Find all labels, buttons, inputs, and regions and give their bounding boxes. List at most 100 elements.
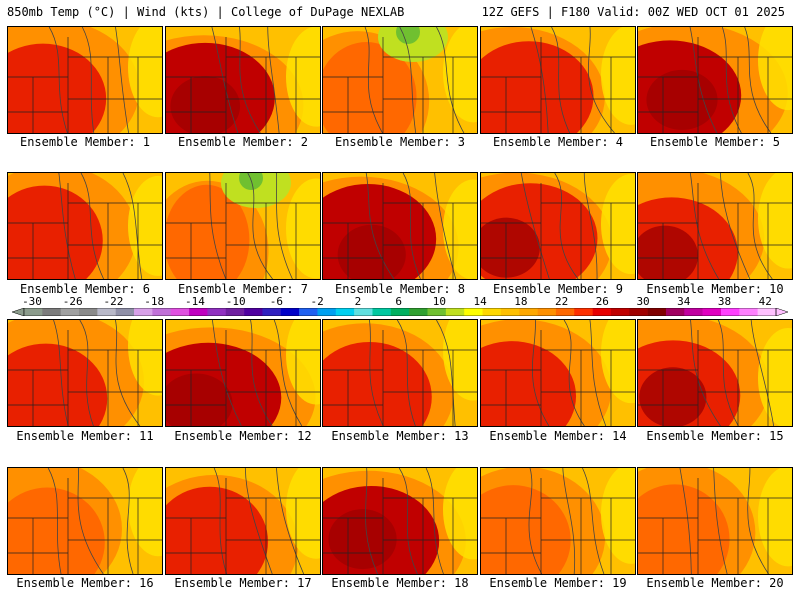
colorbar-segment — [335, 308, 355, 316]
coldest-region — [239, 173, 263, 190]
isotherm-contour — [436, 27, 465, 133]
colorbar-tick-label: -2 — [310, 295, 324, 308]
hottest-region — [638, 225, 698, 279]
colorbar-segment — [79, 308, 98, 316]
temperature-map — [323, 27, 477, 133]
temperature-map — [8, 27, 162, 133]
isotherm-contour — [399, 27, 417, 133]
colorbar-segment — [482, 308, 502, 316]
temperature-map — [8, 173, 162, 279]
colorbar-segment — [445, 308, 465, 316]
ensemble-map-panel — [480, 467, 636, 575]
ensemble-member-label: Ensemble Member: 15 — [646, 429, 784, 443]
cool-region — [443, 27, 477, 123]
isotherm-contour — [247, 173, 273, 279]
cool-region — [286, 320, 320, 405]
isotherm-contour — [588, 27, 615, 133]
temperature-map — [323, 173, 477, 279]
ensemble-map-panel — [480, 319, 636, 427]
ensemble-map-panel — [165, 26, 321, 134]
temperature-map — [638, 173, 792, 279]
colorbar-segment — [464, 308, 483, 316]
run-info: 12Z GEFS | F180 Valid: 00Z WED OCT 01 20… — [481, 5, 785, 19]
isotherm-contour — [276, 173, 293, 279]
hot-region — [323, 42, 417, 133]
ensemble-map-panel — [322, 319, 478, 427]
colorbar-segment — [280, 308, 300, 316]
isotherm-contour — [717, 320, 739, 426]
ensemble-member-label: Ensemble Member: 1 — [19, 135, 151, 149]
isotherm-contour — [276, 468, 305, 574]
ensemble-member-label: Ensemble Member: 16 — [16, 576, 154, 590]
colorbar-segment — [390, 308, 410, 316]
cool-region — [758, 173, 792, 269]
temperature-map — [481, 468, 635, 574]
ensemble-member-label: Ensemble Member: 3 — [334, 135, 466, 149]
isotherm-contour — [80, 173, 104, 279]
colorbar-segment — [262, 308, 282, 316]
colorbar-tick-label: 6 — [395, 295, 402, 308]
isotherm-contour — [583, 173, 598, 279]
ensemble-member-label: Ensemble Member: 10 — [646, 282, 784, 296]
colorbar-arrow-right — [775, 308, 788, 316]
isotherm-contour — [747, 173, 773, 279]
colorbar-arrow-left — [12, 308, 25, 316]
ensemble-map-panel — [7, 467, 163, 575]
isotherm-contour — [364, 27, 383, 133]
colorbar-outline — [23, 308, 777, 316]
cool-region — [128, 320, 162, 396]
ensemble-map-panel — [322, 26, 478, 134]
isotherm-contour — [244, 468, 273, 574]
ensemble-map-panel — [165, 319, 321, 427]
isotherm-contour — [582, 468, 605, 574]
isotherm-contour — [528, 468, 543, 574]
hottest-region — [481, 217, 540, 278]
cool-region — [443, 179, 477, 279]
cool-region — [443, 320, 477, 401]
colorbar-segment — [665, 308, 685, 316]
temperature-map — [166, 320, 320, 426]
colorbar-segment — [115, 308, 135, 316]
colorbar-segment — [427, 308, 447, 316]
colorbar-segment — [610, 308, 630, 316]
colorbar-segment — [317, 308, 337, 316]
temperature-map — [481, 173, 635, 279]
hottest-region — [639, 367, 707, 426]
colorbar-segment — [354, 308, 373, 316]
temperature-map — [166, 468, 320, 574]
hottest-region — [170, 76, 241, 133]
cool-region — [286, 178, 320, 279]
hot-region — [481, 41, 594, 133]
ensemble-map-panel — [7, 26, 163, 134]
isotherm-contour — [122, 468, 134, 574]
cold-region — [378, 27, 448, 62]
isotherm-contour — [77, 468, 104, 574]
colorbar-segment — [152, 308, 172, 316]
colorbar-segment — [97, 308, 117, 316]
isotherm-contour — [713, 468, 728, 574]
isotherm-contour — [679, 468, 692, 574]
ensemble-map-panel — [637, 319, 793, 427]
header: 850mb Temp (°C) | Wind (kts) | College o… — [0, 0, 800, 24]
cool-region — [128, 468, 162, 557]
cool-region — [286, 27, 320, 127]
cool-region — [758, 468, 792, 567]
colorbar-segment — [170, 308, 190, 316]
colorbar-segment — [24, 308, 43, 316]
isotherm-contour — [690, 320, 721, 426]
temperature-map — [8, 468, 162, 574]
ensemble-member-label: Ensemble Member: 14 — [489, 429, 627, 443]
product-title: 850mb Temp (°C) | Wind (kts) | College o… — [7, 5, 405, 19]
colorbar-segment — [244, 308, 263, 316]
ensemble-map-panel — [165, 467, 321, 575]
isotherm-contour — [48, 27, 68, 133]
temperature-map — [481, 320, 635, 426]
ensemble-member-label: Ensemble Member: 11 — [16, 429, 154, 443]
isotherm-contour — [369, 320, 384, 426]
temperature-map — [166, 27, 320, 133]
cool-region — [758, 27, 792, 111]
isotherm-contour — [436, 320, 456, 426]
colorbar-segment — [42, 308, 61, 316]
isotherm-contour — [81, 27, 95, 133]
colorbar-tick-label: 2 — [354, 295, 362, 308]
